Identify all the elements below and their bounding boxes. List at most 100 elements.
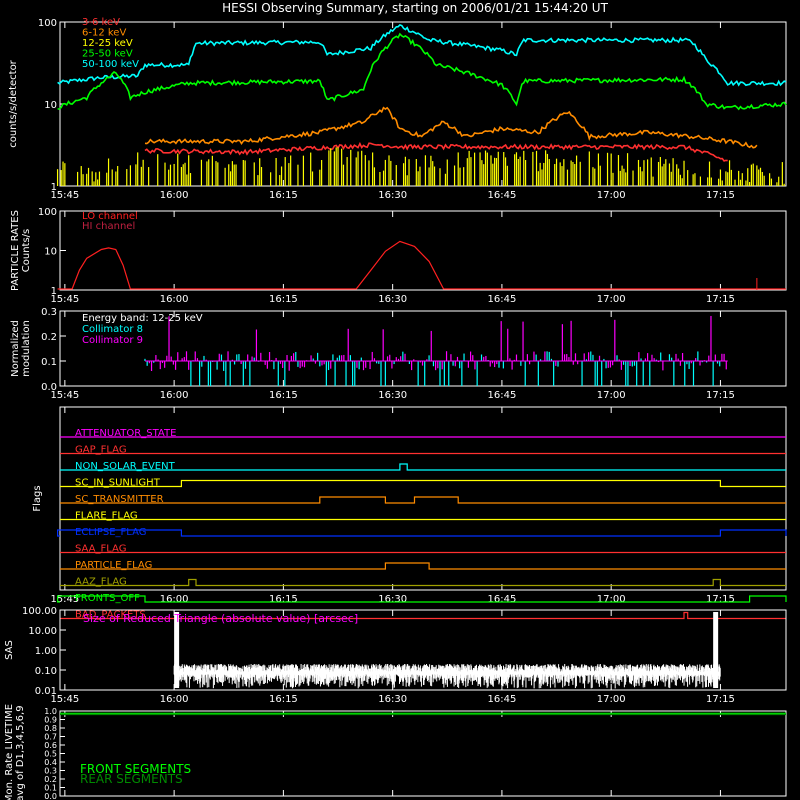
- sas-panel-y-tick-label: 100.00: [22, 606, 57, 617]
- particle-legend-hi: HI channel: [82, 221, 135, 232]
- counts-series-50-100: [57, 23, 787, 87]
- sas-spike-end: [713, 612, 719, 688]
- modulation-panel-y-tick-label: 0.2: [41, 332, 57, 343]
- counts-panel-y-tick-label: 10: [44, 100, 57, 111]
- particle-panel-x-tick-label: 16:30: [378, 294, 407, 305]
- flag-line-non_solar_event: [60, 463, 786, 471]
- counts-series-6-12: [144, 106, 758, 149]
- counts-panel-y-tick-label: 1: [51, 182, 57, 193]
- livetime-panel-y-tick-label: 1.0: [44, 707, 57, 716]
- flag-line-sc_in_sunlight: [60, 479, 786, 488]
- sas-panel-x-tick-label: 17:00: [597, 694, 626, 705]
- chart-title: HESSI Observing Summary, starting on 200…: [222, 1, 608, 15]
- modulation-ylabel: Normalized: [10, 320, 21, 377]
- counts-panel-x-tick-label: 17:15: [706, 190, 735, 201]
- particle-ylabel: PARTICLE RATES: [10, 210, 21, 291]
- livetime-legend-rear: REAR SEGMENTS: [80, 772, 183, 786]
- livetime-legend-front: FRONT SEGMENTS: [80, 762, 191, 776]
- modulation-legend-8: Collimator 8: [82, 324, 143, 335]
- counts-panel-y-tick-label: 100: [38, 18, 57, 29]
- flags-panel-x-tick-label: 17:00: [597, 594, 626, 605]
- sas-ylabel: SAS: [4, 640, 15, 660]
- flag-line-eclipse_flag: [57, 529, 787, 537]
- particle-ylabel2: Counts/s: [21, 229, 32, 273]
- sas-panel-x-tick-label: 17:15: [706, 694, 735, 705]
- particle-series-lo: [57, 240, 786, 290]
- particle-legend-lo: LO channel: [82, 211, 138, 222]
- modulation-panel-x-tick-label: 17:15: [706, 390, 735, 401]
- particle-panel-x-tick-label: 16:15: [269, 294, 298, 305]
- counts-legend-6-12: 6-12 keV: [82, 28, 126, 39]
- flag-line-bad_packets: [60, 611, 786, 620]
- livetime-panel-y-tick-label: 0.7: [44, 733, 57, 742]
- counts-panel-x-tick-label: 16:15: [269, 190, 298, 201]
- modulation-panel-x-tick-label: 16:00: [160, 390, 189, 401]
- counts-legend-25-50: 25-50 keV: [82, 49, 133, 60]
- flags-panel-x-tick-label: 16:30: [378, 594, 407, 605]
- livetime-panel-y-tick-label: 0.3: [44, 767, 57, 776]
- sas-panel-y-tick-label: 0.01: [35, 686, 57, 697]
- flag-label-attenuator_state: ATTENUATOR_STATE: [75, 428, 176, 439]
- sas-panel-y-tick-label: 0.10: [35, 666, 57, 677]
- flags-panel-x-tick-label: 16:45: [487, 594, 516, 605]
- flags-panel-x-tick-label: 16:15: [269, 594, 298, 605]
- flag-label-gap_flag: GAP_FLAG: [75, 445, 127, 456]
- flag-label-eclipse_flag: ECLIPSE_FLAG: [75, 527, 146, 538]
- flags-ylabel: Flags: [32, 485, 43, 511]
- particle-panel-y-tick-label: 100: [38, 207, 57, 218]
- modulation-panel-y-tick-label: 0.0: [41, 382, 57, 393]
- modulation-panel-y-tick-label: 0.3: [41, 307, 57, 318]
- sas-panel-x-tick-label: 16:15: [269, 694, 298, 705]
- flag-line-fronts_off: [57, 595, 787, 603]
- sas-panel-y-tick-label: 1.00: [35, 646, 57, 657]
- flag-line-aaz_flag: [60, 578, 786, 587]
- flag-label-fronts_off: FRONTS_OFF: [75, 593, 140, 604]
- modulation-legend-9: Collimator 9: [82, 335, 143, 346]
- livetime-panel-y-tick-label: 0.0: [44, 792, 57, 800]
- sas-panel-x-tick-label: 16:45: [487, 694, 516, 705]
- counts-panel-x-tick-label: 16:00: [160, 190, 189, 201]
- flags-panel-x-tick-label: 17:15: [706, 594, 735, 605]
- flag-label-particle_flag: PARTICLE_FLAG: [75, 560, 152, 571]
- modulation-panel-x-tick-label: 15:45: [50, 390, 79, 401]
- flag-line-particle_flag: [60, 562, 786, 570]
- modulation-panel-x-tick-label: 16:45: [487, 390, 516, 401]
- livetime-panel-y-tick-label: 0.2: [44, 775, 57, 784]
- modulation-ylabel2: modulation: [21, 320, 32, 377]
- livetime-panel-y-tick-label: 0.6: [44, 741, 57, 750]
- flag-line-sc_transmitter: [60, 496, 786, 504]
- sas-panel-x-tick-label: 16:30: [378, 694, 407, 705]
- counts-legend-12-25: 12-25 keV: [82, 38, 133, 49]
- counts-legend-3-6: 3-6 keV: [82, 17, 120, 28]
- modulation-panel-frame: [59, 310, 787, 387]
- sas-spike-start: [174, 612, 180, 688]
- flag-label-flare_flag: FLARE_FLAG: [75, 511, 138, 522]
- flag-label-sc_transmitter: SC_TRANSMITTER: [75, 494, 164, 505]
- sas-panel-x-tick-label: 16:00: [160, 694, 189, 705]
- particle-panel-x-tick-label: 16:00: [160, 294, 189, 305]
- livetime-panel-y-tick-label: 0.5: [44, 750, 57, 759]
- sas-annotation: Size of Reduced Triangle (absolute value…: [83, 612, 358, 625]
- particle-panel-x-tick-label: 15:45: [50, 294, 79, 305]
- livetime-panel-y-tick-label: 0.4: [44, 758, 57, 767]
- flag-label-bad_packets: BAD_PACKETS: [75, 610, 146, 621]
- modulation-panel-x-tick-label: 16:30: [378, 390, 407, 401]
- particle-panel-x-tick-label: 17:15: [706, 294, 735, 305]
- counts-ylabel: counts/s/detector: [8, 59, 19, 147]
- sas-panel-x-tick-label: 15:45: [50, 694, 79, 705]
- counts-series-3-6: [144, 141, 728, 162]
- particle-panel-x-tick-label: 16:45: [487, 294, 516, 305]
- flag-label-saa_flag: SAA_FLAG: [75, 544, 126, 555]
- counts-legend-50-100: 50-100 keV: [82, 59, 139, 70]
- counts-panel-x-tick-label: 16:30: [378, 190, 407, 201]
- particle-panel-x-tick-label: 17:00: [597, 294, 626, 305]
- panels: 15:45 16:00 16:15 16:30 16:45 17:00 17:15 1 10 10…: [4, 17, 787, 800]
- counts-panel-x-tick-label: 16:45: [487, 190, 516, 201]
- livetime-panel-y-tick-label: 0.1: [44, 784, 57, 793]
- livetime-panel-y-tick-label: 0.9: [44, 716, 57, 725]
- modulation-panel-y-tick-label: 0.1: [41, 357, 57, 368]
- flag-label-non_solar_event: NON_SOLAR_EVENT: [75, 461, 176, 472]
- flag-label-sc_in_sunlight: SC_IN_SUNLIGHT: [75, 478, 161, 489]
- modulation-panel-x-tick-label: 16:15: [269, 390, 298, 401]
